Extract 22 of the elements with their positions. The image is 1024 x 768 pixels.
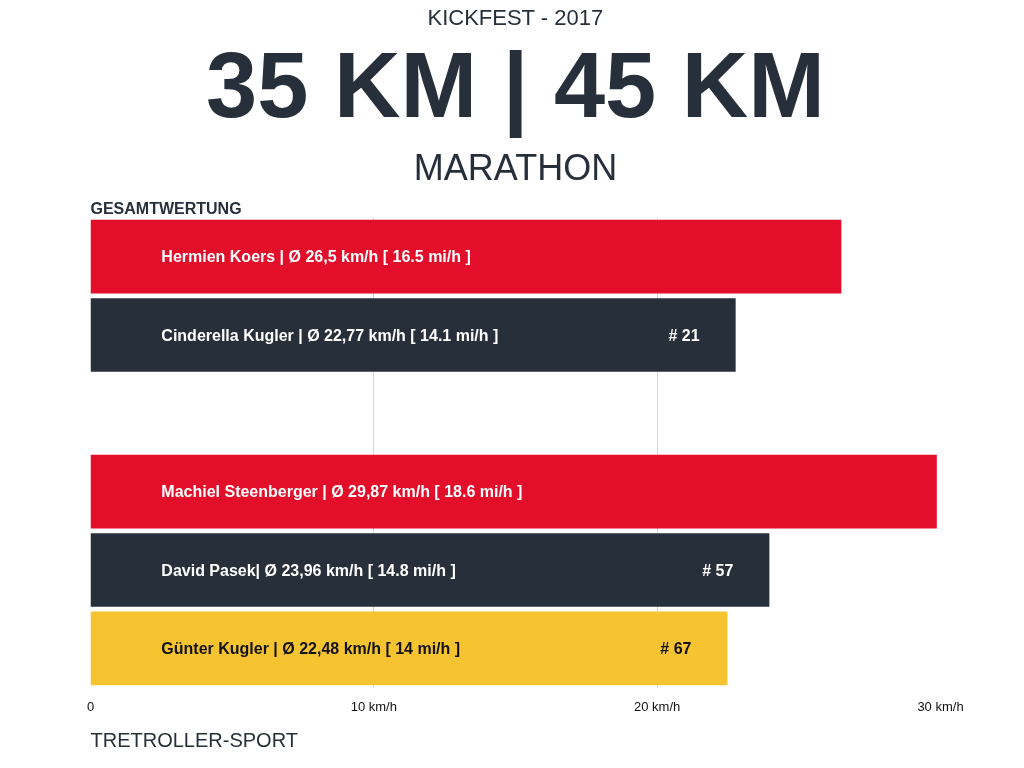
bar [90,454,937,529]
chart-title: 35 KM | 45 KM [206,33,825,138]
y-tick-label: Cinderella Kugler | Ø 22,77 km/h [ 14.1 mi/h ] [161,326,499,344]
text: GESAMTWERTUNG [90,199,242,217]
y-tick-label: Hermien Koers | Ø 26,5 km/h [ 16.5 mi/h ] [161,248,471,266]
y-tick-label: David Pasek| Ø 23,96 km/h [ 14.8 mi/h ] [161,561,456,579]
x-tick-label: 20 km/h [634,698,681,714]
bar [90,533,770,607]
y-tick-label: Machiel Steenberger | Ø 29,87 km/h [ 18.6 mi/h ] [161,483,523,501]
annotation: # 21 [668,326,700,344]
y-tick-label: Günter Kugler | Ø 22,48 km/h [ 14 mi/h ] [161,639,461,657]
x-tick-label: 0 [86,698,95,714]
text: TRETROLLER-SPORT [90,728,298,751]
x-tick-label: 30 km/h [917,698,964,714]
bar [90,298,736,372]
annotation: # 57 [702,561,734,579]
bar [90,611,728,686]
x-tick-label: 10 km/h [350,698,397,714]
annotation: # 67 [660,639,692,657]
text: MARATHON [413,146,618,188]
bar [90,219,842,294]
chart-subtitle: KICKFEST - 2017 [427,4,604,30]
